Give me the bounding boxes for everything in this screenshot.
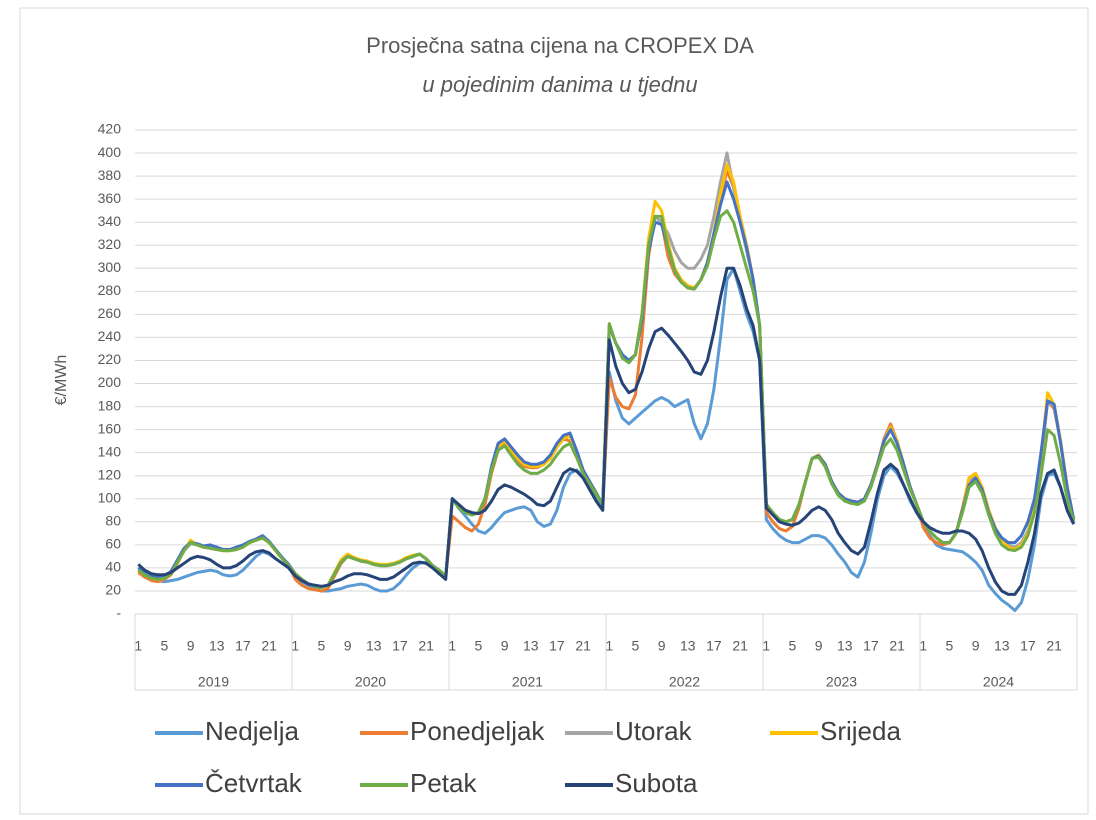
x-tick-label: 13 bbox=[994, 638, 1010, 654]
y-tick-label: 80 bbox=[105, 513, 121, 529]
chart-subtitle: u pojedinim danima u tjednu bbox=[422, 72, 697, 97]
y-tick-label: 260 bbox=[98, 305, 122, 321]
x-tick-label: 13 bbox=[523, 638, 539, 654]
y-tick-label: 400 bbox=[98, 144, 122, 160]
x-tick-label: 13 bbox=[680, 638, 696, 654]
y-tick-label: 40 bbox=[105, 559, 121, 575]
y-tick-label: 220 bbox=[98, 351, 122, 367]
x-tick-label: 5 bbox=[318, 638, 326, 654]
x-tick-label: 17 bbox=[706, 638, 722, 654]
x-tick-label: 5 bbox=[161, 638, 169, 654]
x-tick-label: 21 bbox=[1046, 638, 1062, 654]
legend-label: Nedjelja bbox=[205, 716, 299, 746]
y-tick-label: 120 bbox=[98, 466, 122, 482]
x-tick-label: 9 bbox=[187, 638, 195, 654]
x-tick-label: 17 bbox=[235, 638, 251, 654]
y-tick-label: 340 bbox=[98, 213, 122, 229]
x-tick-label: 9 bbox=[972, 638, 980, 654]
legend-label: Utorak bbox=[615, 716, 693, 746]
chart-title: Prosječna satna cijena na CROPEX DA bbox=[366, 33, 754, 58]
x-tick-label: 5 bbox=[946, 638, 954, 654]
x-tick-label: 1 bbox=[762, 638, 770, 654]
legend-label: Četvrtak bbox=[205, 768, 303, 798]
x-group-label: 2021 bbox=[512, 674, 543, 690]
x-group-label: 2024 bbox=[983, 674, 1014, 690]
y-tick-label: 420 bbox=[98, 121, 122, 137]
x-tick-label: 13 bbox=[366, 638, 382, 654]
x-tick-label: 17 bbox=[392, 638, 408, 654]
legend-label: Srijeda bbox=[820, 716, 901, 746]
y-tick-label: 240 bbox=[98, 328, 122, 344]
x-tick-label: 21 bbox=[261, 638, 277, 654]
x-tick-label: 1 bbox=[605, 638, 613, 654]
x-tick-label: 1 bbox=[919, 638, 927, 654]
x-tick-label: 21 bbox=[418, 638, 434, 654]
x-tick-label: 17 bbox=[863, 638, 879, 654]
y-tick-label: - bbox=[116, 605, 121, 621]
x-tick-label: 5 bbox=[632, 638, 640, 654]
x-tick-label: 1 bbox=[134, 638, 142, 654]
y-tick-label: 280 bbox=[98, 282, 122, 298]
y-tick-label: 200 bbox=[98, 374, 122, 390]
x-tick-label: 17 bbox=[1020, 638, 1036, 654]
series-line bbox=[137, 266, 1076, 596]
x-tick-label: 5 bbox=[475, 638, 483, 654]
y-tick-label: 20 bbox=[105, 582, 121, 598]
y-tick-label: 140 bbox=[98, 443, 122, 459]
y-tick-label: 380 bbox=[98, 167, 122, 183]
chart-frame bbox=[19, 7, 1089, 815]
y-tick-label: 60 bbox=[105, 536, 121, 552]
legend-label: Subota bbox=[615, 768, 698, 798]
x-tick-label: 17 bbox=[549, 638, 565, 654]
y-tick-label: 360 bbox=[98, 190, 122, 206]
x-group-label: 2023 bbox=[826, 674, 857, 690]
x-tick-label: 9 bbox=[658, 638, 666, 654]
x-tick-label: 1 bbox=[448, 638, 456, 654]
x-tick-label: 9 bbox=[815, 638, 823, 654]
x-tick-label: 13 bbox=[837, 638, 853, 654]
x-tick-label: 21 bbox=[575, 638, 591, 654]
legend-label: Ponedjeljak bbox=[410, 716, 545, 746]
y-tick-label: 300 bbox=[98, 259, 122, 275]
legend-label: Petak bbox=[410, 768, 477, 798]
x-tick-label: 9 bbox=[344, 638, 352, 654]
x-group-label: 2020 bbox=[355, 674, 386, 690]
x-tick-label: 21 bbox=[732, 638, 748, 654]
y-axis-label: €/MWh bbox=[53, 355, 70, 406]
x-group-label: 2022 bbox=[669, 674, 700, 690]
y-tick-label: 160 bbox=[98, 420, 122, 436]
x-tick-label: 9 bbox=[501, 638, 509, 654]
x-tick-label: 13 bbox=[209, 638, 225, 654]
y-tick-label: 320 bbox=[98, 236, 122, 252]
y-tick-label: 180 bbox=[98, 397, 122, 413]
x-group-label: 2019 bbox=[198, 674, 229, 690]
x-tick-label: 1 bbox=[291, 638, 299, 654]
x-tick-label: 21 bbox=[889, 638, 905, 654]
x-tick-label: 5 bbox=[789, 638, 797, 654]
y-tick-label: 100 bbox=[98, 489, 122, 505]
